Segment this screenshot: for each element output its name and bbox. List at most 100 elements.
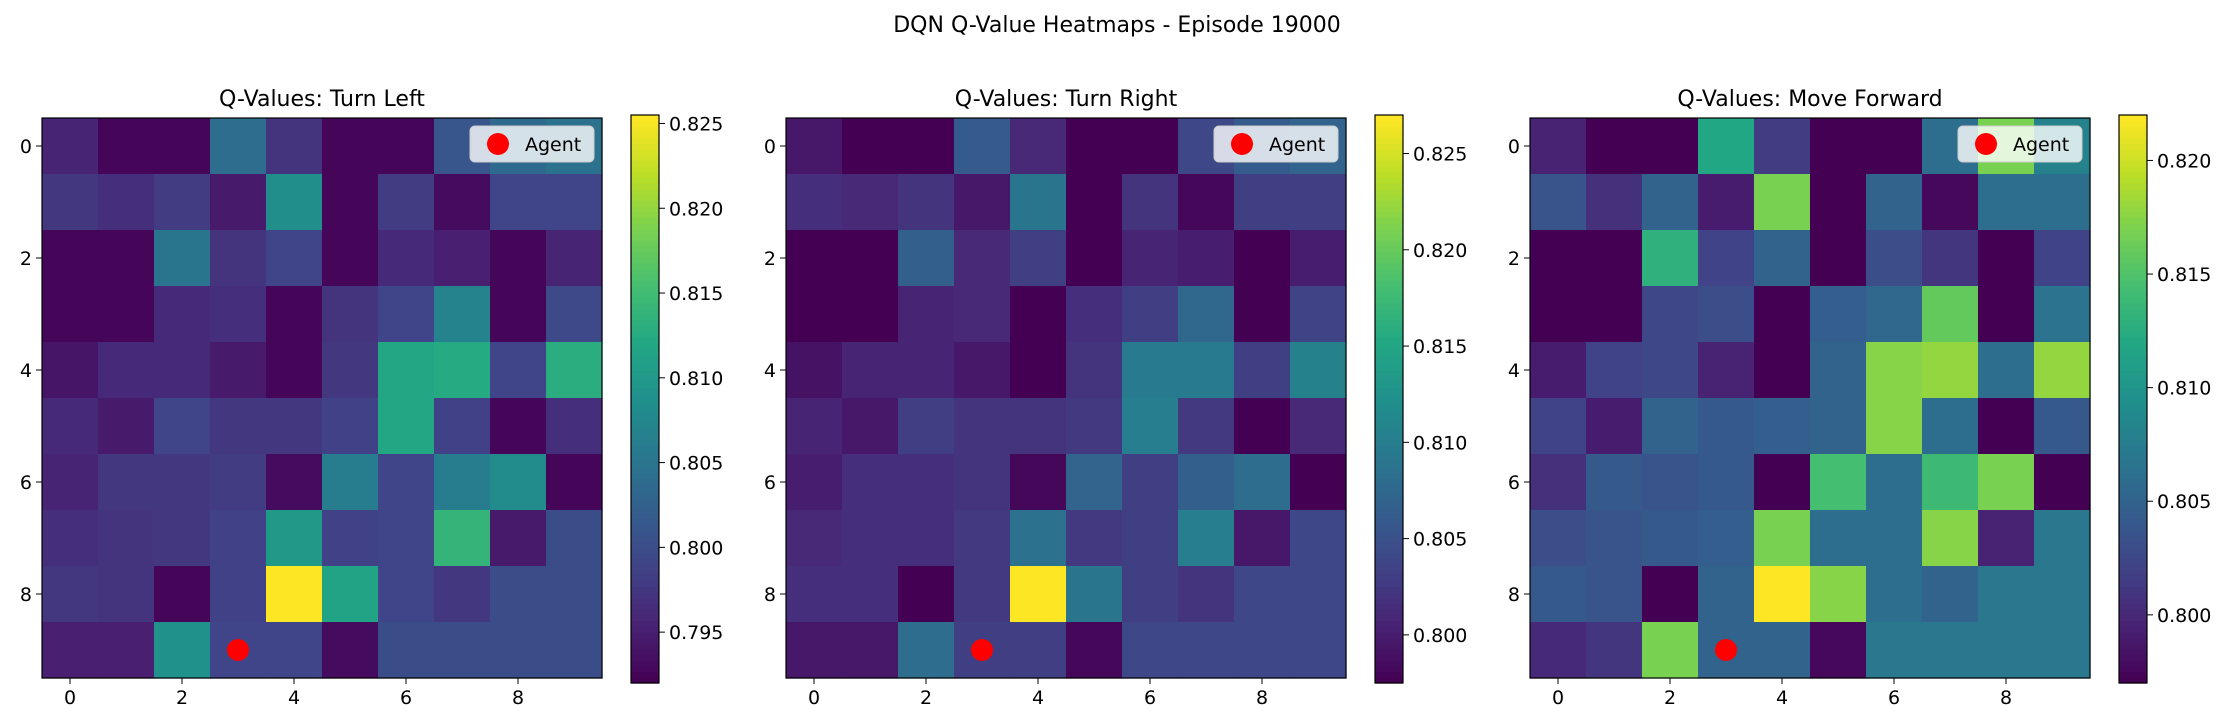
heatmap-cell: [1122, 174, 1179, 231]
colorbar-segment: [631, 450, 659, 457]
colorbar-segment: [1375, 313, 1403, 321]
x-tick-label: 0: [64, 687, 76, 709]
colorbar-segment: [631, 274, 659, 281]
heatmap-cell: [322, 622, 379, 679]
heatmap-cell: [1754, 118, 1811, 175]
y-tick-label: 6: [764, 472, 776, 494]
y-tick-label: 6: [1508, 472, 1520, 494]
heatmap-cell: [954, 566, 1011, 623]
y-tick-label: 0: [1508, 136, 1520, 158]
heatmap-cell: [154, 510, 211, 567]
colorbar-segment: [1375, 609, 1403, 616]
legend-label: Agent: [525, 134, 581, 156]
heatmap-cell: [786, 454, 843, 511]
colorbar-segment: [2119, 478, 2147, 485]
heatmap-cell: [1866, 454, 1923, 511]
y-tick-label: 0: [20, 136, 32, 158]
colorbar-segment: [1375, 626, 1403, 633]
heatmap-cell: [42, 174, 99, 231]
heatmap-cell: [1010, 342, 1067, 399]
heatmap-cell: [1234, 342, 1291, 399]
y-tick-label: 4: [20, 360, 32, 382]
panel-title: Q-Values: Move Forward: [1677, 87, 1942, 112]
colorbar-segment: [631, 347, 659, 355]
y-tick-label: 8: [20, 584, 32, 606]
colorbar-segment: [1375, 381, 1403, 389]
colorbar-segment: [2119, 222, 2147, 230]
heatmap-cell: [1586, 342, 1643, 399]
colorbar-segment: [2119, 393, 2147, 400]
heatmap-cell: [434, 230, 491, 287]
heatmap-cell: [1922, 454, 1979, 511]
heatmap-cell: [1530, 286, 1587, 343]
heatmap-cell: [434, 342, 491, 399]
heatmap-cell: [898, 342, 955, 399]
heatmap-cell: [842, 510, 899, 567]
heatmap-cell: [322, 286, 379, 343]
heatmap-cell: [1234, 454, 1291, 511]
colorbar-segment: [631, 353, 659, 360]
x-tick-label: 2: [176, 687, 188, 709]
heatmap-cell: [434, 174, 491, 231]
colorbar-segment: [1375, 552, 1403, 559]
heatmap-cell: [1922, 398, 1979, 455]
colorbar-segment: [631, 541, 659, 548]
colorbar-segment: [631, 620, 659, 627]
colorbar-segment: [631, 342, 659, 349]
y-tick-label: 4: [1508, 360, 1520, 382]
colorbar-segment: [1375, 558, 1403, 565]
colorbar-segment: [1375, 592, 1403, 599]
heatmap-cell: [490, 622, 547, 679]
x-tick-label: 4: [1776, 687, 1788, 709]
heatmap-cell: [1978, 510, 2035, 567]
colorbar-segment: [1375, 171, 1403, 179]
colorbar-segment: [2119, 523, 2147, 531]
heatmap-cell: [1978, 342, 2035, 399]
heatmap-cell: [434, 622, 491, 679]
colorbar-segment: [631, 518, 659, 525]
heatmap-cell: [1066, 454, 1123, 511]
colorbar-segment: [2119, 211, 2147, 218]
colorbar-segment: [2119, 381, 2147, 389]
colorbar-segment: [1375, 597, 1403, 605]
colorbar-segment: [631, 484, 659, 491]
colorbar-segment: [631, 438, 659, 446]
colorbar-segment: [631, 228, 659, 235]
colorbar-segment: [631, 501, 659, 508]
colorbar-segment: [2119, 569, 2147, 576]
heatmap-cell: [954, 342, 1011, 399]
colorbar-segment: [1375, 251, 1403, 258]
colorbar-segment: [2119, 660, 2147, 667]
heatmap-cell: [266, 286, 323, 343]
heatmap-cell: [42, 286, 99, 343]
heatmap-cell: [1922, 286, 1979, 343]
legend-label: Agent: [2013, 134, 2069, 156]
heatmap-cell: [42, 566, 99, 623]
heatmap-cell: [546, 286, 603, 343]
colorbar-segment: [631, 296, 659, 304]
heatmap-cell: [266, 342, 323, 399]
colorbar-segment: [2119, 262, 2147, 269]
heatmap-cell: [1010, 230, 1067, 287]
colorbar-segment: [1375, 506, 1403, 514]
heatmap-cell: [1066, 566, 1123, 623]
colorbar-segment: [1375, 279, 1403, 286]
colorbar-segment: [1375, 183, 1403, 190]
heatmap-cell: [954, 510, 1011, 567]
heatmap-cell: [1234, 622, 1291, 679]
heatmap-cell: [1290, 566, 1347, 623]
colorbar-segment: [1375, 308, 1403, 315]
colorbar-segment: [1375, 575, 1403, 582]
colorbar-segment: [1375, 472, 1403, 480]
heatmap-cell: [98, 510, 155, 567]
colorbar-tick-label: 0.800: [669, 537, 723, 559]
heatmap-cell: [266, 454, 323, 511]
colorbar-segment: [2119, 552, 2147, 559]
colorbar-segment: [1375, 268, 1403, 275]
colorbar-segment: [1375, 444, 1403, 451]
colorbar-segment: [1375, 665, 1403, 673]
colorbar-segment: [1375, 484, 1403, 491]
colorbar-segment: [1375, 364, 1403, 372]
colorbar-segment: [631, 393, 659, 400]
colorbar: 0.800 0.805 0.810 0.815 0.820: [2118, 114, 2211, 684]
